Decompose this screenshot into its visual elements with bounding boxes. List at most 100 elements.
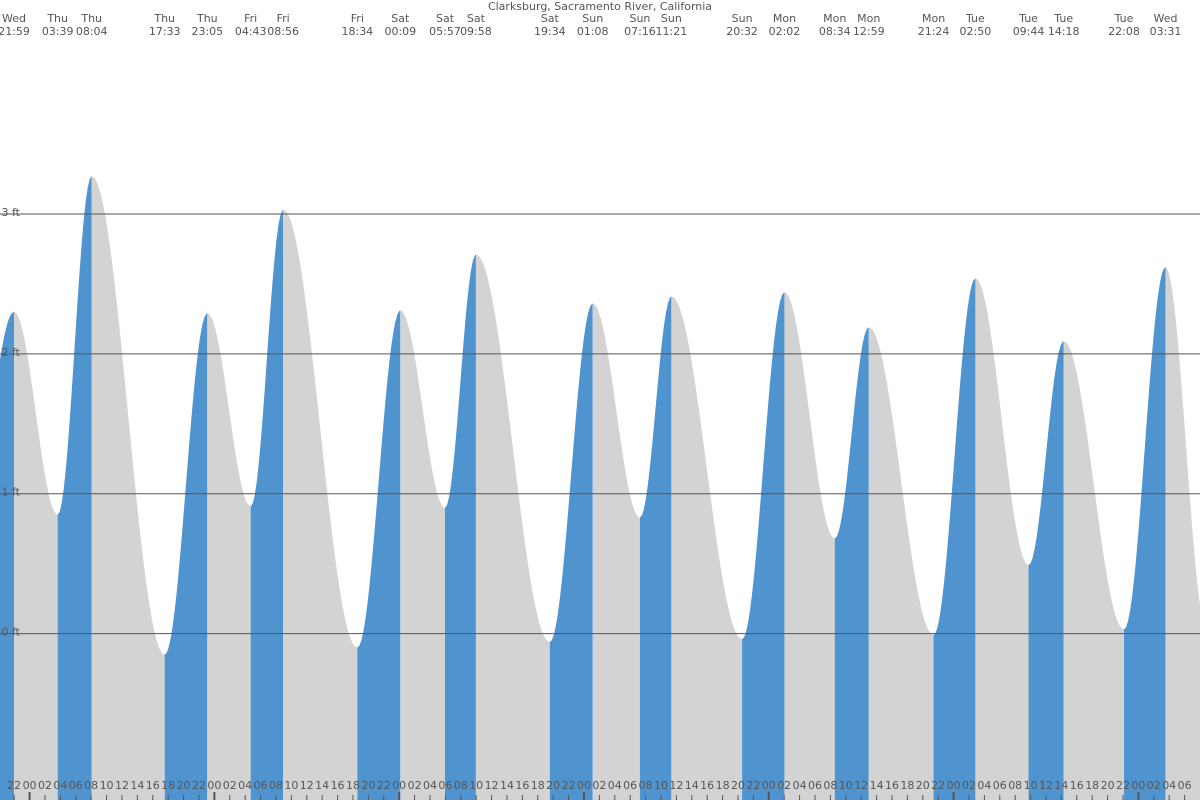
event-day: Fri [244, 12, 257, 25]
tide-area [1165, 267, 1200, 800]
x-tick-label: 08 [454, 779, 468, 792]
x-tick-label: 00 [207, 779, 221, 792]
x-tick-label: 22 [1116, 779, 1130, 792]
tide-area [592, 303, 640, 800]
tide-area [671, 296, 743, 800]
tide-area [444, 254, 476, 800]
x-tick-label: 12 [300, 779, 314, 792]
tide-area [1124, 267, 1166, 800]
tide-area [475, 254, 550, 800]
tide-area [933, 278, 976, 800]
event-day: Sat [541, 12, 560, 25]
tide-area [742, 292, 785, 800]
y-tick-label: 0 ft [2, 626, 21, 639]
x-tick-label: 10 [469, 779, 483, 792]
x-tick-label: 22 [746, 779, 760, 792]
x-tick-label: 18 [716, 779, 730, 792]
x-tick-label: 02 [223, 779, 237, 792]
x-tick-label: 22 [931, 779, 945, 792]
x-tick-label: 10 [284, 779, 298, 792]
event-time: 20:32 [726, 25, 758, 38]
x-tick-label: 16 [700, 779, 714, 792]
x-tick-label: 08 [1008, 779, 1022, 792]
event-time: 12:59 [853, 25, 885, 38]
event-day: Fri [351, 12, 364, 25]
tide-area [57, 176, 92, 800]
x-tick-label: 16 [1070, 779, 1084, 792]
event-day: Sun [582, 12, 603, 25]
event-time: 08:34 [819, 25, 851, 38]
y-tick-label: 2 ft [2, 346, 21, 359]
x-tick-label: 04 [238, 779, 252, 792]
event-time: 19:34 [534, 25, 566, 38]
tide-area [639, 296, 672, 800]
tide-area [250, 209, 284, 800]
event-time: 07:16 [624, 25, 656, 38]
event-time: 18:34 [341, 25, 373, 38]
event-day: Tue [965, 12, 985, 25]
event-time: 21:24 [918, 25, 950, 38]
event-day: Thu [153, 12, 175, 25]
tide-area [207, 313, 251, 800]
tide-area [357, 310, 401, 800]
event-day: Tue [1114, 12, 1134, 25]
x-tick-label: 16 [331, 779, 345, 792]
x-tick-label: 14 [870, 779, 884, 792]
event-time: 23:05 [191, 25, 223, 38]
x-tick-label: 12 [669, 779, 683, 792]
x-tick-label: 18 [531, 779, 545, 792]
tide-area [834, 327, 869, 800]
event-time: 14:18 [1048, 25, 1080, 38]
tide-area [400, 310, 445, 800]
x-tick-label: 14 [685, 779, 699, 792]
x-tick-label: 02 [408, 779, 422, 792]
x-tick-label: 04 [977, 779, 991, 792]
event-day: Tue [1018, 12, 1038, 25]
x-tick-label: 04 [608, 779, 622, 792]
x-tick-label: 18 [1085, 779, 1099, 792]
x-tick-label: 04 [53, 779, 67, 792]
x-tick-label: 18 [900, 779, 914, 792]
x-tick-label: 10 [100, 779, 114, 792]
tide-area [283, 209, 358, 800]
event-time: 08:56 [267, 25, 299, 38]
x-tick-label: 06 [808, 779, 822, 792]
x-tick-label: 08 [823, 779, 837, 792]
x-tick-label: 06 [993, 779, 1007, 792]
x-tick-label: 16 [515, 779, 529, 792]
event-day: Fri [277, 12, 290, 25]
x-tick-label: 00 [947, 779, 961, 792]
chart-title: Clarksburg, Sacramento River, California [488, 0, 712, 13]
x-tick-label: 20 [177, 779, 191, 792]
x-tick-label: 00 [762, 779, 776, 792]
x-tick-label: 06 [623, 779, 637, 792]
event-time: 00:09 [384, 25, 416, 38]
tide-area [0, 311, 15, 800]
event-day: Sun [661, 12, 682, 25]
event-time: 02:50 [960, 25, 992, 38]
event-day: Sat [436, 12, 455, 25]
x-tick-label: 20 [546, 779, 560, 792]
x-tick-label: 16 [885, 779, 899, 792]
event-day: Mon [857, 12, 880, 25]
event-time: 22:08 [1108, 25, 1140, 38]
y-tick-label: 1 ft [2, 486, 21, 499]
x-tick-label: 00 [1131, 779, 1145, 792]
x-tick-label: 20 [731, 779, 745, 792]
event-day: Wed [1153, 12, 1177, 25]
event-day: Sun [629, 12, 650, 25]
x-tick-label: 06 [69, 779, 83, 792]
event-time: 09:58 [460, 25, 492, 38]
y-tick-label: 3 ft [2, 206, 21, 219]
x-tick-label: 20 [361, 779, 375, 792]
event-day: Mon [823, 12, 846, 25]
x-tick-label: 12 [854, 779, 868, 792]
event-time: 02:02 [769, 25, 801, 38]
event-time: 03:39 [42, 25, 74, 38]
x-tick-label: 14 [1054, 779, 1068, 792]
x-tick-label: 04 [1162, 779, 1176, 792]
tide-area [14, 311, 58, 800]
x-tick-label: 18 [161, 779, 175, 792]
x-tick-label: 22 [377, 779, 391, 792]
